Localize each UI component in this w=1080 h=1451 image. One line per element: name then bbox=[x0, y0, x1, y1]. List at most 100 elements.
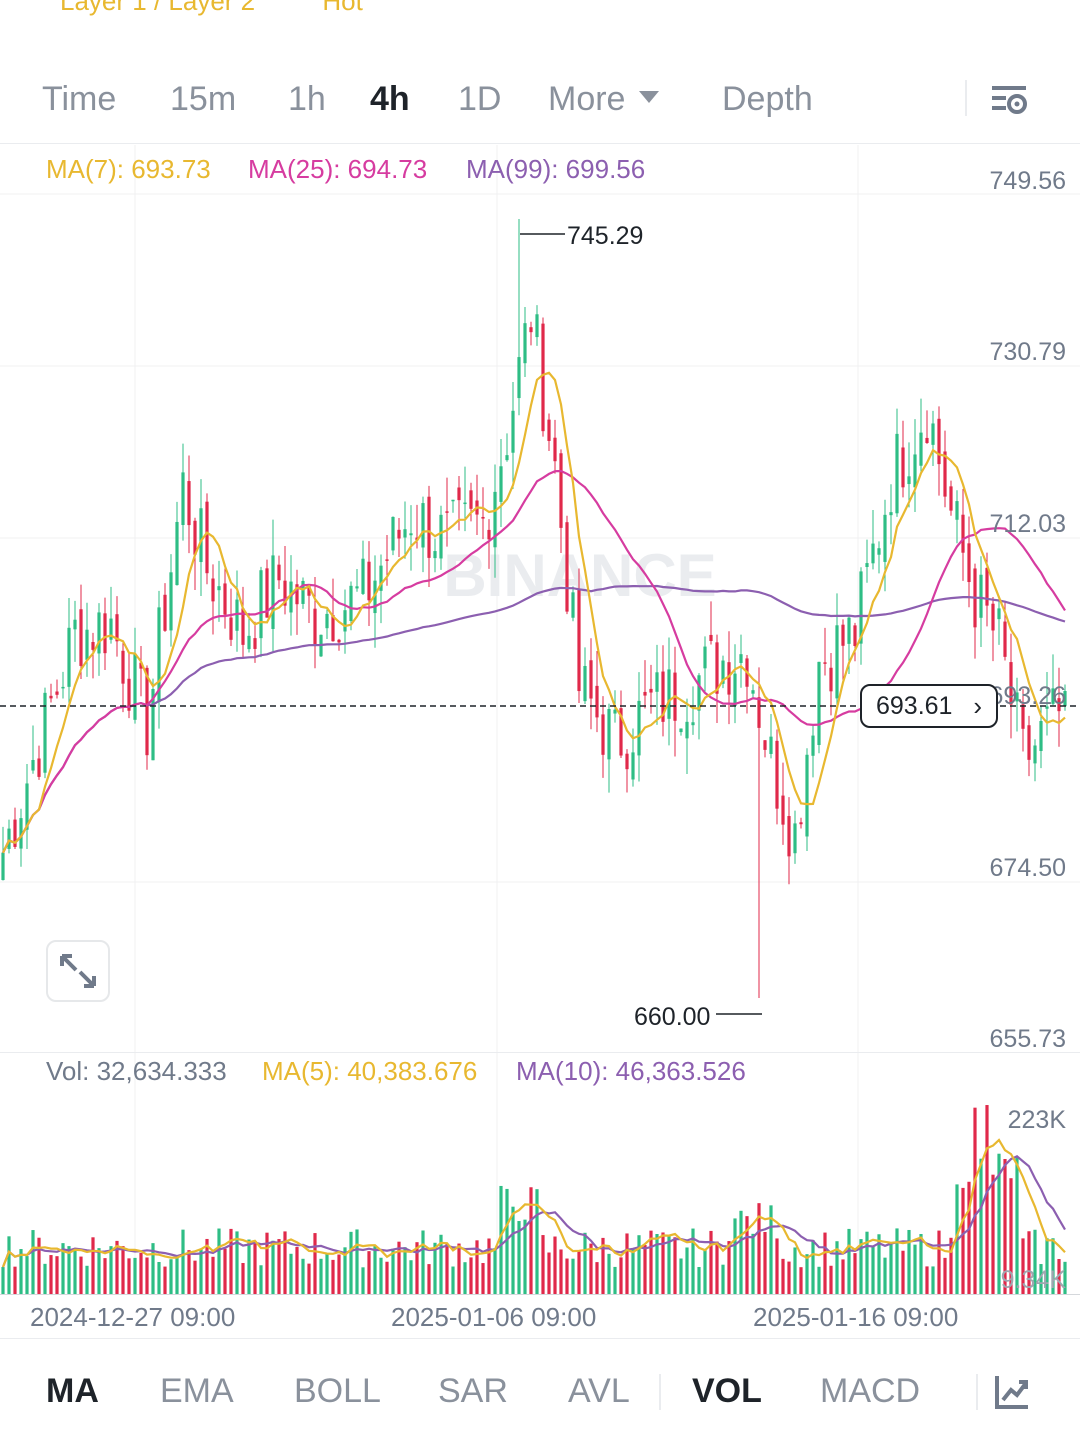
expand-chart-button[interactable] bbox=[46, 940, 110, 1002]
indicator-tab-ma[interactable]: MA bbox=[46, 1372, 99, 1410]
candle-body bbox=[373, 580, 377, 614]
volume-bar bbox=[865, 1231, 869, 1294]
volume-bar bbox=[25, 1256, 29, 1294]
volume-bar bbox=[487, 1238, 491, 1294]
volume-bar bbox=[271, 1240, 275, 1294]
candle-body bbox=[439, 514, 443, 559]
candle-body bbox=[883, 514, 887, 562]
volume-bar bbox=[13, 1266, 17, 1294]
tab-4h[interactable]: 4h bbox=[370, 80, 410, 118]
volume-bars bbox=[1, 1105, 1067, 1294]
indicator-tab-avl[interactable]: AVL bbox=[568, 1372, 630, 1410]
volume-bar bbox=[223, 1248, 227, 1294]
volume-ma5-line bbox=[1, 1138, 1066, 1268]
volume-bar bbox=[649, 1230, 653, 1294]
volume-bar bbox=[1033, 1229, 1037, 1294]
candle-body bbox=[85, 629, 89, 660]
volume-bar bbox=[217, 1228, 221, 1294]
candle-body bbox=[397, 529, 401, 539]
volume-bar bbox=[631, 1248, 635, 1294]
indicator-tab-vol[interactable]: VOL bbox=[692, 1372, 762, 1410]
candle-body bbox=[493, 491, 497, 548]
volume-bar bbox=[493, 1248, 497, 1294]
volume-bar bbox=[139, 1252, 143, 1294]
indicator-tab-ema[interactable]: EMA bbox=[160, 1372, 234, 1410]
volume-bar bbox=[349, 1231, 353, 1294]
candle-body bbox=[1027, 725, 1031, 760]
volume-divider bbox=[0, 1052, 1080, 1053]
candle-body bbox=[169, 572, 173, 631]
volume-bar bbox=[907, 1229, 911, 1294]
indicator-divider-vertical bbox=[976, 1374, 978, 1410]
volume-bar bbox=[913, 1244, 917, 1294]
candle-body bbox=[211, 578, 215, 602]
indicator-divider bbox=[0, 1338, 1080, 1339]
volume-bar bbox=[1, 1267, 5, 1294]
volume-bar bbox=[745, 1216, 749, 1294]
volume-bar bbox=[793, 1247, 797, 1294]
candle-body bbox=[889, 512, 893, 516]
candle-body bbox=[715, 642, 719, 694]
candle-body bbox=[31, 760, 35, 771]
volume-bar bbox=[799, 1267, 803, 1294]
toolbar-divider bbox=[965, 80, 967, 116]
volume-bar bbox=[19, 1249, 23, 1294]
volume-bar bbox=[163, 1266, 167, 1294]
volume-bar bbox=[229, 1228, 233, 1294]
volume-bar bbox=[871, 1246, 875, 1294]
candle-body bbox=[703, 646, 707, 669]
volume-bar bbox=[325, 1253, 329, 1294]
volume-bar bbox=[199, 1248, 203, 1294]
tab-more[interactable]: More bbox=[548, 80, 660, 119]
candle-body bbox=[955, 501, 959, 520]
volume-bar bbox=[979, 1158, 983, 1294]
current-price-tag[interactable]: 693.61 › bbox=[860, 684, 998, 728]
volume-bar bbox=[571, 1258, 575, 1294]
candle-body bbox=[631, 752, 635, 780]
chart-settings-icon[interactable] bbox=[990, 80, 1030, 120]
volume-bar bbox=[835, 1241, 839, 1294]
tab-15m[interactable]: 15m bbox=[170, 80, 237, 118]
tab-depth[interactable]: Depth bbox=[722, 80, 813, 118]
candle-body bbox=[343, 610, 347, 632]
volume-bar bbox=[241, 1262, 245, 1294]
tab-1h[interactable]: 1h bbox=[288, 80, 326, 118]
indicator-settings-icon[interactable] bbox=[994, 1374, 1030, 1410]
candle-body bbox=[409, 533, 413, 536]
candle-body bbox=[523, 323, 527, 364]
tab-time[interactable]: Time bbox=[42, 80, 117, 118]
volume-bar bbox=[193, 1260, 197, 1294]
volume-bar bbox=[331, 1259, 335, 1294]
candle-body bbox=[481, 516, 485, 519]
candle-body bbox=[1039, 721, 1043, 752]
volume-bar bbox=[121, 1246, 125, 1294]
candle-body bbox=[565, 522, 569, 612]
volume-bar bbox=[157, 1261, 161, 1294]
volume-bar bbox=[127, 1258, 131, 1294]
candle-body bbox=[451, 499, 455, 502]
volume-bar bbox=[529, 1187, 533, 1294]
indicator-tab-boll[interactable]: BOLL bbox=[294, 1372, 381, 1410]
volume-bar bbox=[43, 1263, 47, 1294]
candle-body bbox=[895, 433, 899, 514]
volume-bar bbox=[1051, 1238, 1055, 1294]
candle-body bbox=[619, 708, 623, 756]
volume-bar bbox=[505, 1188, 509, 1294]
volume-bar bbox=[1039, 1264, 1043, 1294]
indicator-tab-macd[interactable]: MACD bbox=[820, 1372, 921, 1410]
volume-bar bbox=[205, 1238, 209, 1294]
candle-body bbox=[541, 323, 545, 432]
volume-bar bbox=[91, 1237, 95, 1294]
volume-bar bbox=[511, 1206, 515, 1294]
tab-1d[interactable]: 1D bbox=[458, 80, 502, 118]
candlestick-chart[interactable]: BINANCE bbox=[0, 145, 1080, 1305]
volume-bar bbox=[145, 1257, 149, 1294]
volume-bar bbox=[115, 1240, 119, 1294]
volume-bar bbox=[553, 1236, 557, 1294]
price-tick: 749.56 bbox=[989, 167, 1066, 195]
candle-body bbox=[157, 607, 161, 703]
candle-body bbox=[913, 454, 917, 488]
volume-bar bbox=[949, 1237, 953, 1294]
volume-bar bbox=[841, 1259, 845, 1294]
indicator-tab-sar[interactable]: SAR bbox=[438, 1372, 508, 1410]
